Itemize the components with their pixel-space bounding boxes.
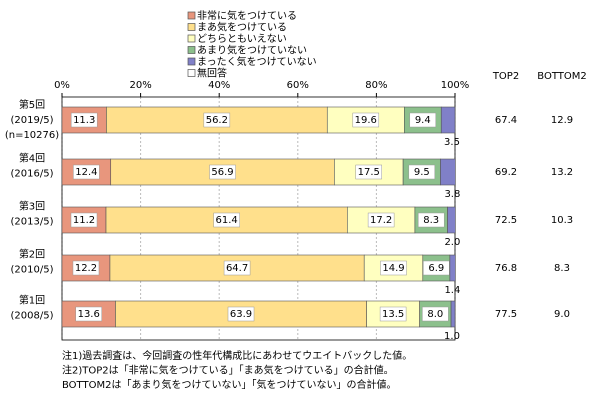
label-box [213, 212, 240, 228]
label-box [70, 112, 98, 128]
category-label: 第3回 [19, 200, 45, 213]
value-label: 13.6 [78, 309, 100, 320]
value-label: 2.0 [444, 237, 460, 248]
label-box [203, 112, 231, 128]
value-label: 1.4 [444, 285, 460, 296]
category-label: (2008/5) [11, 311, 54, 322]
value-label: 12.4 [75, 167, 97, 178]
legend-swatch [187, 57, 196, 66]
bar-segment [450, 300, 456, 328]
label-box [408, 164, 436, 180]
bar-segment [447, 206, 456, 234]
label-box [417, 212, 445, 228]
value-label: 56.2 [206, 115, 228, 126]
legend-swatch [187, 11, 196, 20]
bottom2-value: 9.0 [554, 309, 570, 320]
note: 注1)過去調査は、今回調査の性年代構成比にあわせてウエイトバックした値。 [62, 349, 412, 362]
label-box [423, 260, 450, 276]
label-box [73, 164, 100, 180]
category-label: (n=10276) [5, 130, 59, 141]
label-box [227, 306, 255, 322]
top2-value: 77.5 [495, 309, 517, 320]
label-box [72, 260, 100, 276]
legend-swatch [187, 34, 196, 43]
value-label: 12.2 [75, 263, 97, 274]
note: BOTTOM2は「あまり気をつけていない」「気をつけていない」の合計値。 [62, 378, 396, 391]
legend-swatch [187, 46, 196, 54]
x-tick-label: 40% [208, 80, 230, 91]
bar-segment [449, 254, 456, 282]
value-label: 64.7 [226, 263, 248, 274]
value-label: 11.3 [73, 115, 95, 126]
category-label: 第5回 [19, 98, 45, 111]
value-label: 14.9 [382, 263, 404, 274]
value-label: 19.6 [355, 115, 377, 126]
x-tick-label: 100% [441, 80, 470, 91]
x-tick-label: 20% [129, 80, 151, 91]
legend-label: まあ気をつけている [197, 21, 287, 34]
legend-label: まったく気をつけていない [197, 55, 317, 68]
category-label: 第4回 [19, 152, 45, 165]
bottom2-value: 13.2 [551, 167, 573, 178]
note: 注2)TOP2は「非常に気をつけている」「まあ気をつけている」の合計値。 [62, 364, 394, 377]
column-header: BOTTOM2 [537, 71, 586, 82]
value-label: 8.0 [427, 309, 443, 320]
value-label: 13.5 [382, 309, 404, 320]
label-box [367, 212, 395, 228]
value-label: 1.0 [444, 331, 460, 342]
label-box [223, 260, 251, 276]
category-label: 第2回 [19, 248, 45, 261]
label-box [209, 164, 236, 180]
x-tick-label: 80% [365, 80, 387, 91]
label-box [355, 164, 382, 180]
bottom2-value: 12.9 [551, 115, 573, 126]
value-label: 17.2 [370, 215, 392, 226]
value-label: 3.8 [444, 189, 460, 200]
top2-value: 69.2 [495, 167, 517, 178]
value-label: 8.3 [423, 215, 439, 226]
value-label: 56.9 [211, 167, 233, 178]
legend-label: 無回答 [197, 67, 227, 80]
label-box [380, 260, 407, 276]
value-label: 11.2 [73, 215, 95, 226]
label-box [379, 306, 407, 322]
category-label: (2013/5) [11, 217, 54, 228]
value-label: 63.9 [230, 309, 252, 320]
top2-value: 67.4 [495, 115, 517, 126]
label-box [70, 212, 98, 228]
bar-segment [440, 106, 456, 134]
value-label: 61.4 [216, 215, 238, 226]
legend-swatch [187, 23, 196, 31]
legend-label: あまり気をつけていない [197, 44, 307, 57]
category-label: (2019/5) [11, 115, 54, 126]
x-tick-label: 60% [287, 80, 309, 91]
bottom2-value: 10.3 [551, 215, 573, 226]
category-label: 第1回 [19, 294, 45, 307]
value-label: 9.4 [415, 115, 431, 126]
legend-swatch [187, 69, 196, 77]
label-box [75, 306, 102, 322]
label-box [409, 112, 437, 128]
legend-label: どちらともいえない [197, 33, 287, 45]
category-label: (2010/5) [11, 265, 54, 276]
value-label: 17.5 [358, 167, 380, 178]
value-label: 3.5 [444, 137, 460, 148]
x-tick-label: 0% [54, 80, 70, 91]
category-label: (2016/5) [11, 169, 54, 180]
value-label: 6.9 [428, 263, 444, 274]
value-label: 9.5 [414, 167, 430, 178]
bar-segment [440, 158, 456, 186]
label-box [352, 112, 380, 128]
top2-value: 76.8 [495, 263, 517, 274]
top2-value: 72.5 [495, 215, 517, 226]
column-header: TOP2 [492, 71, 519, 82]
legend-label: 非常に気をつけている [197, 9, 297, 22]
label-box [422, 306, 449, 322]
bottom2-value: 8.3 [554, 263, 570, 274]
